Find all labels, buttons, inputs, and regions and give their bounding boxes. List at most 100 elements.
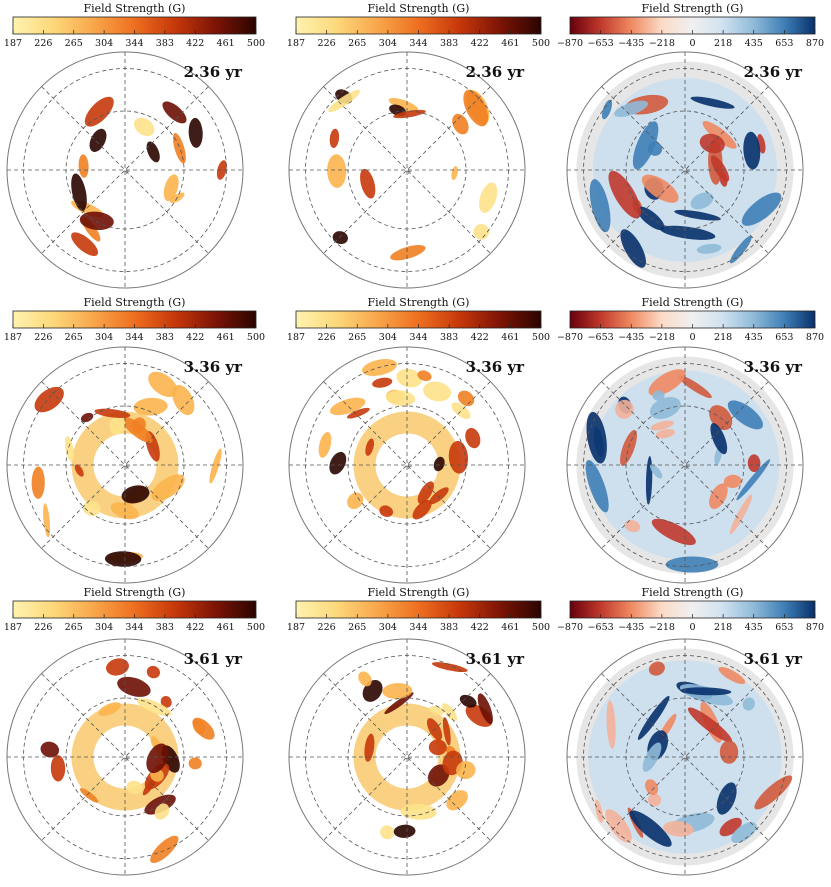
field-map bbox=[71, 96, 227, 257]
field-blob bbox=[660, 225, 716, 240]
time-label: 3.61 yr bbox=[184, 650, 243, 668]
polar-grid-spoke bbox=[601, 86, 769, 254]
field-blob bbox=[150, 835, 179, 864]
polar-grid-spoke bbox=[323, 86, 491, 254]
colorbar-tick-label: 226 bbox=[34, 332, 52, 343]
polar-panel: +2.36 yr bbox=[288, 51, 526, 289]
field-blob bbox=[382, 683, 413, 699]
field-blob bbox=[699, 133, 725, 154]
field-blob bbox=[605, 809, 632, 843]
field-blob bbox=[393, 824, 416, 838]
colorbar-tick-label: 500 bbox=[532, 622, 550, 633]
polar-panel: +3.61 yr bbox=[566, 638, 804, 876]
polar-panel: +3.61 yr bbox=[6, 638, 244, 876]
colorbar-tick-label: 265 bbox=[348, 622, 366, 633]
field-blob bbox=[84, 96, 114, 127]
colorbar-tick-label: −218 bbox=[649, 38, 675, 49]
field-blob bbox=[747, 454, 761, 472]
colorbar-tick-label: 226 bbox=[318, 622, 336, 633]
field-blob bbox=[429, 487, 449, 505]
pole-marker: + bbox=[405, 462, 413, 472]
field-blob bbox=[710, 423, 728, 455]
field-blob bbox=[216, 160, 227, 180]
colorbar-tick-label: 226 bbox=[34, 622, 52, 633]
field-blob bbox=[608, 170, 641, 219]
field-blob bbox=[710, 155, 730, 182]
field-blob bbox=[188, 757, 202, 770]
field-blob bbox=[94, 408, 131, 418]
colorbar-tick-label: 344 bbox=[125, 332, 143, 343]
colorbar-tick-label: 461 bbox=[217, 622, 235, 633]
polar-panel: +3.36 yr bbox=[566, 346, 804, 584]
field-blob bbox=[43, 503, 51, 538]
field-blob bbox=[329, 397, 366, 416]
pole-marker: + bbox=[123, 462, 131, 472]
field-blob bbox=[614, 100, 649, 117]
colorbar-tick-label: 218 bbox=[714, 38, 732, 49]
colorbar-tick-label: 187 bbox=[4, 38, 22, 49]
colorbar-title: Field Strength (G) bbox=[642, 586, 744, 599]
colorbar-tick-label: 344 bbox=[125, 622, 143, 633]
colorbar: Field Strength (G) 187 226 265 304 344 383 422 4… bbox=[4, 586, 265, 633]
field-blob bbox=[620, 429, 637, 466]
field-blob bbox=[452, 113, 469, 135]
field-blob bbox=[645, 779, 659, 796]
field-map bbox=[318, 359, 481, 520]
colorbar-tick-label: 435 bbox=[745, 332, 763, 343]
colorbar-tick-label: 344 bbox=[409, 332, 427, 343]
field-blob bbox=[690, 96, 735, 109]
field-blob bbox=[637, 695, 670, 740]
colorbar-tick-label: 500 bbox=[247, 622, 265, 633]
field-blob bbox=[731, 822, 757, 844]
time-label: 2.36 yr bbox=[744, 63, 803, 81]
polar-grid-spoke bbox=[41, 86, 209, 254]
colorbar-tick-label: 422 bbox=[186, 622, 204, 633]
field-blob bbox=[400, 803, 437, 820]
colorbar-tick-label: 461 bbox=[501, 38, 519, 49]
field-map bbox=[353, 662, 493, 840]
polar-panel: +3.61 yr bbox=[288, 638, 526, 876]
colorbar-tick-label: 0 bbox=[689, 38, 695, 49]
field-blob bbox=[162, 101, 187, 124]
polar-grid-spoke bbox=[41, 673, 209, 841]
colorbar-tick-label: 383 bbox=[440, 38, 458, 49]
field-blob bbox=[743, 131, 761, 170]
colorbar-tick-label: 187 bbox=[4, 622, 22, 633]
colorbar-tick-label: 500 bbox=[532, 332, 550, 343]
field-blob bbox=[172, 132, 186, 164]
colorbar-tick-label: 265 bbox=[348, 38, 366, 49]
polar-panel: +2.36 yr bbox=[566, 51, 804, 289]
colorbar-title: Field Strength (G) bbox=[84, 2, 186, 15]
field-blob bbox=[428, 739, 447, 756]
field-blob bbox=[79, 211, 114, 231]
field-map bbox=[40, 658, 215, 864]
field-blob bbox=[148, 371, 178, 398]
colorbar: Field Strength (G) 187 226 265 304 344 383 422 4… bbox=[287, 586, 550, 633]
polar-grid-spoke bbox=[323, 86, 491, 254]
colorbar: Field Strength (G) −870 −653 −435 −218 0 218 43… bbox=[557, 2, 824, 49]
time-label: 3.61 yr bbox=[466, 650, 525, 668]
field-blob bbox=[172, 384, 195, 416]
field-blob bbox=[696, 243, 722, 254]
colorbar-tick-label: −653 bbox=[588, 38, 614, 49]
field-blob bbox=[106, 658, 129, 676]
field-blob bbox=[372, 377, 393, 388]
field-blob bbox=[347, 492, 364, 510]
colorbar-tick-label: 500 bbox=[247, 332, 265, 343]
field-blob bbox=[417, 370, 432, 382]
colorbar-title: Field Strength (G) bbox=[368, 296, 470, 309]
colorbar: Field Strength (G) 187 226 265 304 344 383 422 4… bbox=[4, 2, 265, 49]
field-blob bbox=[151, 474, 185, 501]
field-blob bbox=[327, 154, 347, 188]
colorbar-tick-label: 187 bbox=[287, 332, 305, 343]
central-ring bbox=[353, 411, 461, 519]
field-blob bbox=[417, 481, 434, 504]
field-blob bbox=[665, 556, 719, 573]
colorbar-tick-label: −435 bbox=[618, 332, 644, 343]
field-blob bbox=[754, 775, 793, 810]
colorbar-tick-label: 226 bbox=[318, 332, 336, 343]
colorbar-tick-label: −218 bbox=[649, 332, 675, 343]
field-blob bbox=[451, 166, 458, 181]
field-blob bbox=[459, 694, 477, 708]
field-blob bbox=[429, 705, 445, 715]
